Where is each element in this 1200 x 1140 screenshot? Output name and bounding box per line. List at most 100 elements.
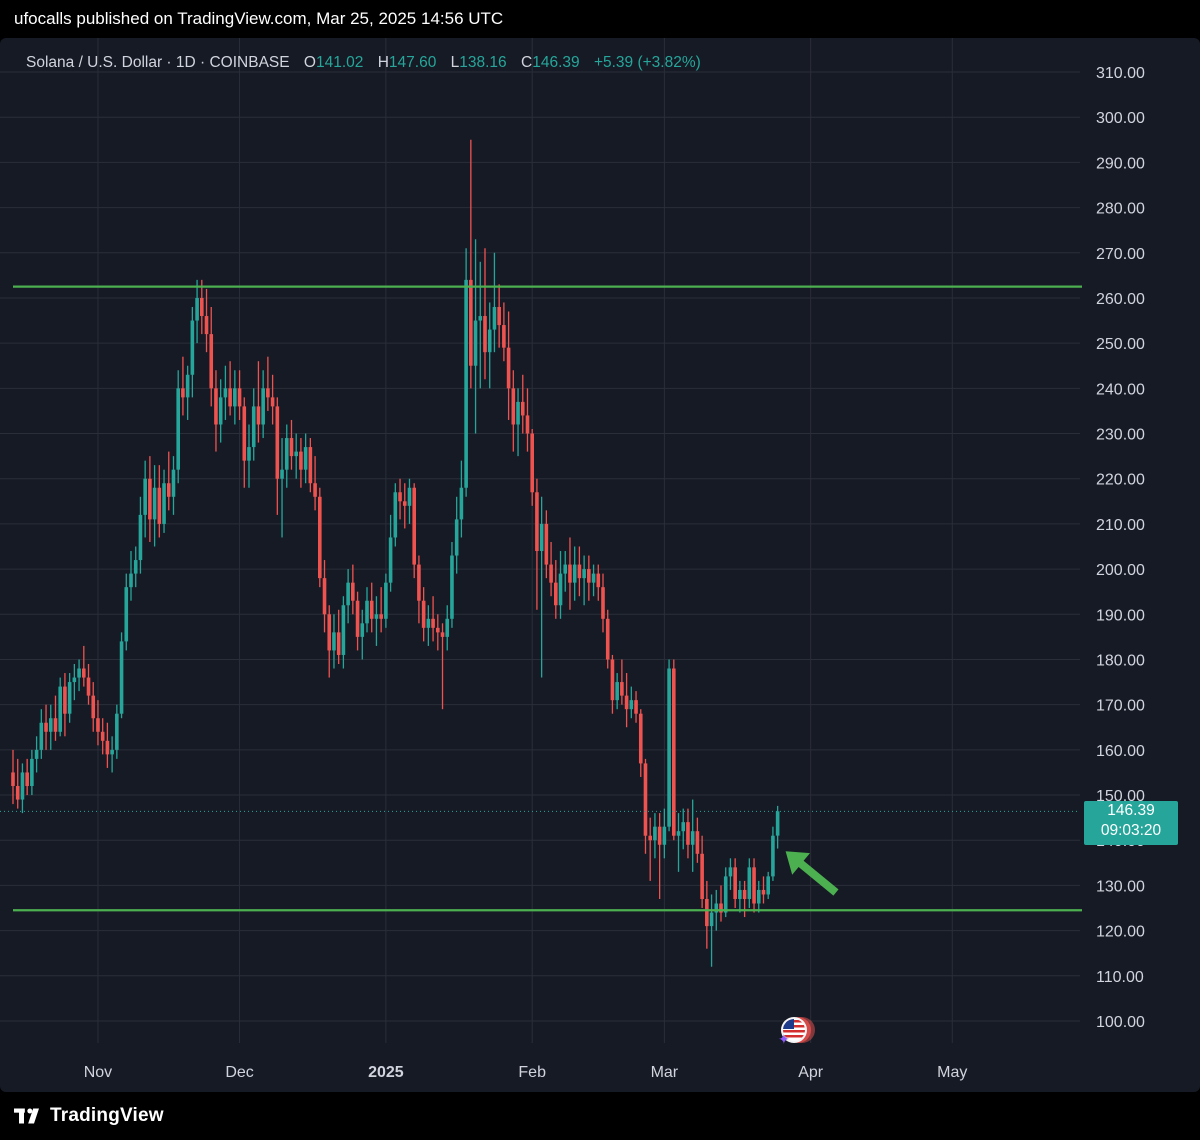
candle (638, 709, 643, 777)
candle-body (686, 822, 690, 845)
candle-body (672, 668, 676, 836)
candle-body (577, 564, 582, 579)
us-flag-event-icon[interactable]: ✦ (778, 1017, 815, 1048)
candle (204, 288, 209, 353)
candle-body (261, 388, 265, 425)
candle-body (115, 713, 119, 750)
candle (214, 370, 218, 452)
candle (115, 704, 119, 759)
candle (223, 365, 228, 420)
candle (705, 880, 709, 949)
price-tick-label: 120.00 (1096, 924, 1145, 941)
candle-body (332, 632, 336, 651)
candle-body (11, 772, 15, 787)
candle (218, 379, 223, 443)
symbol-legend[interactable]: Solana / U.S. Dollar · 1D · COINBASE O 14… (26, 54, 701, 72)
candle (299, 438, 303, 488)
price-tick-label: 230.00 (1096, 427, 1145, 444)
candle-body (44, 722, 48, 732)
candle (539, 496, 544, 678)
candle-body (289, 438, 294, 457)
candle (332, 614, 336, 669)
candle (303, 433, 308, 484)
candle-body (34, 749, 39, 759)
candle (469, 139, 473, 389)
candle-body (601, 587, 605, 619)
candle (558, 551, 563, 619)
candle (738, 880, 742, 913)
candle (398, 478, 402, 520)
candle-body (72, 677, 77, 683)
candle-body (275, 406, 280, 479)
arrow-annotation-icon[interactable] (785, 851, 839, 896)
candle (251, 388, 256, 461)
price-tick-label: 270.00 (1096, 246, 1145, 263)
candle (96, 700, 100, 746)
candle (549, 541, 553, 597)
candle (653, 813, 657, 859)
candle (44, 704, 48, 750)
time-axis[interactable]: Nov Dec 2025 Feb Mar Apr May (84, 1064, 968, 1081)
candle-body (558, 573, 563, 606)
candle (284, 424, 289, 488)
candle (374, 596, 379, 646)
candle-body (624, 695, 629, 710)
candle-body (568, 564, 572, 583)
symbol-name[interactable]: Solana / U.S. Dollar · 1D · COINBASE (26, 54, 290, 71)
candle-body (657, 826, 662, 845)
candle (742, 880, 747, 918)
open-label: O (303, 54, 316, 71)
candle-body (662, 826, 667, 845)
price-axis[interactable]: 310.00 300.00 290.00 280.00 270.00 260.00 250.… (1096, 65, 1145, 1031)
low-label: L (450, 54, 460, 71)
candle-body (719, 903, 723, 913)
close-value: 146.39 (532, 54, 580, 71)
candle-body (266, 388, 270, 398)
candle (473, 239, 478, 434)
candle (568, 537, 572, 610)
chart-panel[interactable]: 310.00 300.00 290.00 280.00 270.00 260.00 250.… (0, 38, 1200, 1092)
candle (709, 894, 714, 967)
candle-body (129, 573, 133, 588)
candle-body (705, 898, 709, 927)
candlestick-chart[interactable]: 310.00 300.00 290.00 280.00 270.00 260.00 250.… (0, 38, 1200, 1092)
candle (336, 609, 341, 664)
candle-body (483, 316, 487, 353)
candle (464, 248, 468, 497)
candle-body (402, 501, 407, 506)
candle (341, 596, 346, 669)
candle-body (247, 447, 251, 461)
candle (620, 659, 624, 705)
candle-body (440, 632, 445, 637)
candle (601, 573, 605, 633)
candle (454, 496, 459, 574)
candle (582, 555, 586, 606)
candle-body (587, 569, 591, 583)
candle-body (643, 763, 648, 836)
drawings[interactable] (0, 285, 1082, 912)
candle-body (369, 600, 374, 619)
candle (294, 433, 298, 479)
candle (629, 686, 634, 719)
candle-body (752, 867, 756, 904)
candle-body (516, 401, 520, 425)
candles (11, 139, 780, 967)
candle (436, 614, 440, 651)
candle-body (138, 514, 143, 561)
candle-body (322, 578, 327, 615)
candle-body (124, 587, 129, 642)
candle-body (171, 469, 176, 497)
price-tick-label: 100.00 (1096, 1014, 1145, 1031)
candle-body (667, 668, 671, 827)
candle-body (181, 388, 185, 398)
candle-body (620, 682, 624, 696)
candle (412, 483, 416, 579)
candle (166, 451, 171, 511)
price-tick-label: 310.00 (1096, 65, 1145, 82)
candle-body (96, 718, 100, 732)
candle-body (653, 826, 657, 841)
candle-body (421, 600, 426, 628)
candle (48, 704, 53, 750)
candle-body (563, 564, 568, 574)
time-tick-label: May (937, 1064, 967, 1081)
